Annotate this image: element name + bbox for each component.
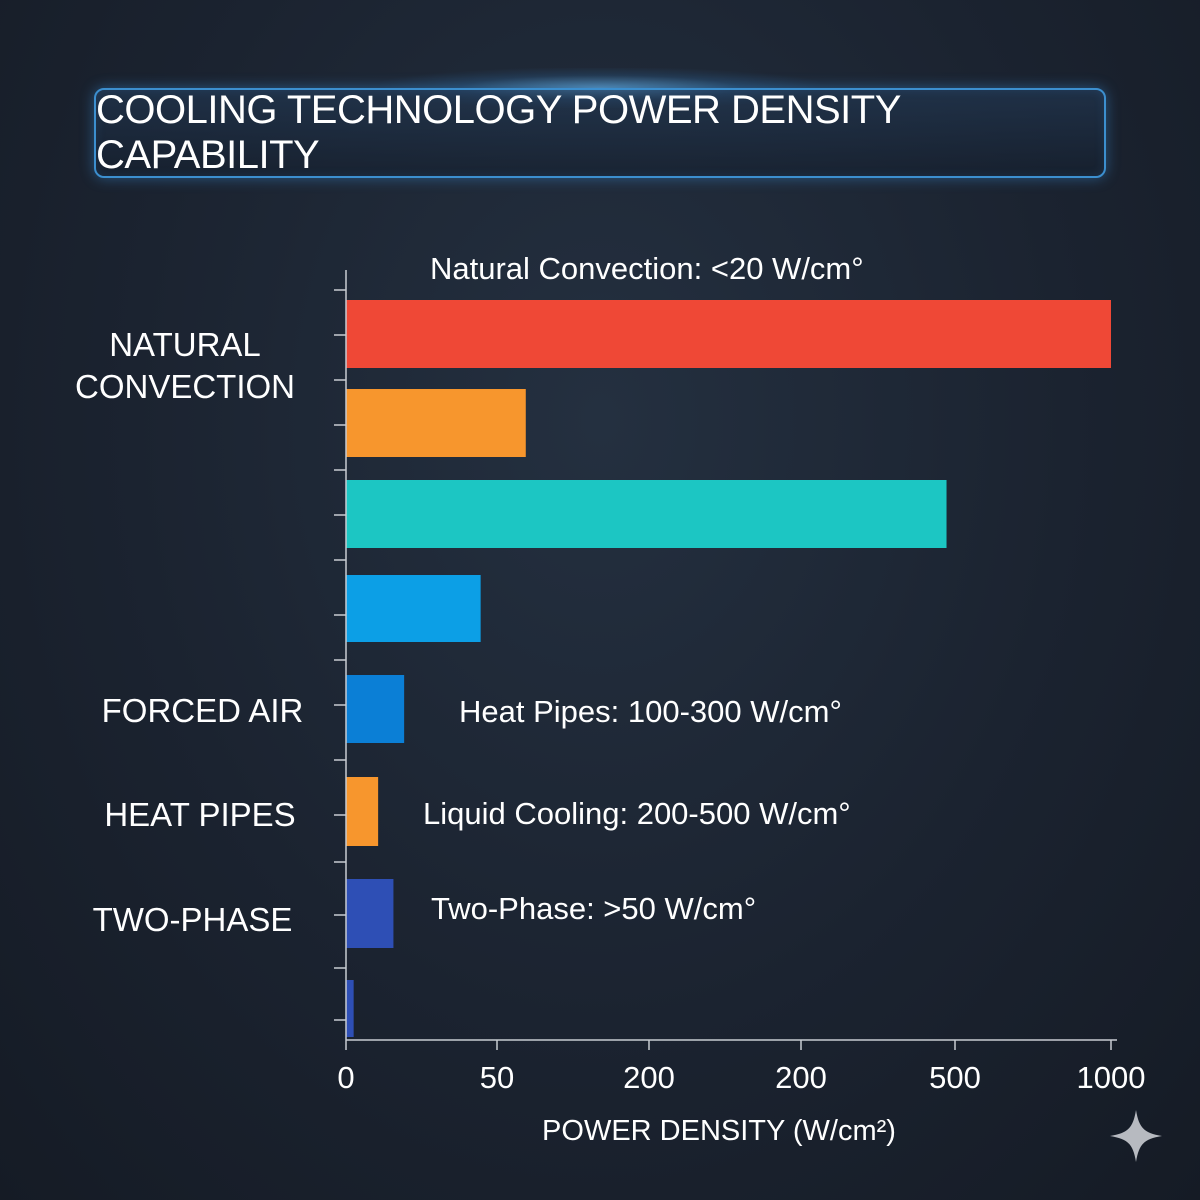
x-tick-label-5: 500 [929,1060,981,1095]
sparkle-icon [1110,1110,1162,1162]
bar-3 [346,480,947,548]
category-label-natural-convection: NATURAL CONVECTION [60,324,310,408]
chart-title: COOLING TECHNOLOGY POWER DENSITY CAPABIL… [96,88,901,177]
category-label-two-phase: TWO-PHASE [92,901,293,938]
bar-4 [346,575,481,642]
bar-8 [346,980,354,1037]
bar-5 [346,675,405,743]
x-tick-label-1: 0 [337,1060,354,1095]
bar-1 [346,300,1111,368]
annotation-heat-pipes: Heat Pipes: 100-300 W/cm° [459,694,842,729]
axis-layer: 0 50 200 200 500 1000 [334,270,1145,1095]
bars-layer [346,300,1111,1037]
bar-2 [346,389,526,457]
x-tick-label-2: 50 [480,1060,514,1095]
x-tick-label-3: 200 [623,1060,675,1095]
x-tick-label-4: 200 [775,1060,827,1095]
annotation-liquid-cooling: Liquid Cooling: 200-500 W/cm° [423,796,851,831]
bar-6 [346,777,379,846]
title-box: COOLING TECHNOLOGY POWER DENSITY CAPABIL… [94,88,1106,178]
category-label-forced-air: FORCED AIR [101,692,304,729]
annotation-natural-convection: Natural Convection: <20 W/cm° [430,251,864,286]
bar-7 [346,879,394,948]
x-tick-label-6: 1000 [1077,1060,1146,1095]
x-axis-label: POWER DENSITY (W/cm²) [542,1115,896,1147]
category-label-natural-convection-text: NATURAL CONVECTION [74,326,295,405]
annotation-two-phase: Two-Phase: >50 W/cm° [431,891,756,926]
category-label-heat-pipes: HEAT PIPES [104,796,296,833]
